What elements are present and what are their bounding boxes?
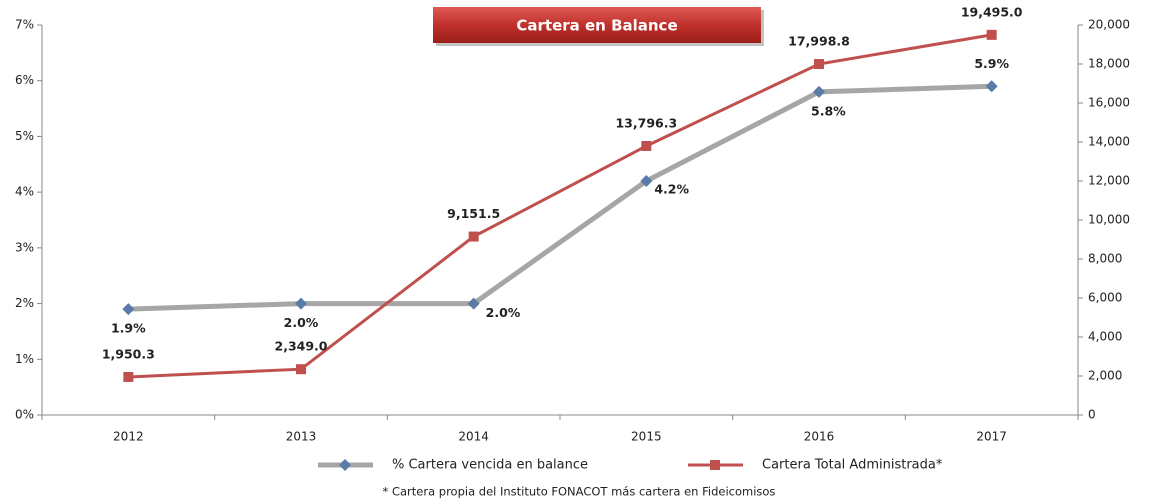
y2-tick-label: 18,000 (1088, 57, 1130, 71)
series-line (128, 33, 992, 379)
x-tick-label: 2014 (458, 430, 489, 444)
data-label: 4.2% (654, 182, 689, 197)
point (813, 85, 825, 98)
chart-title: Cartera en Balance (516, 17, 677, 35)
y2-tick-label: 12,000 (1088, 174, 1130, 188)
y2-tick-label: 4,000 (1088, 330, 1122, 344)
point (641, 140, 652, 151)
point (986, 29, 997, 40)
data-label: 13,796.3 (615, 115, 677, 130)
y-tick-label: 6% (15, 73, 34, 87)
x-tick-label: 2017 (976, 430, 1007, 444)
legend-marker (710, 460, 720, 470)
y2-tick-label: 2,000 (1088, 369, 1122, 383)
data-label: 2,349.0 (275, 339, 328, 354)
y-tick-label: 5% (15, 129, 34, 143)
y-tick-label: 7% (15, 18, 34, 32)
data-label: 5.8% (811, 103, 846, 118)
data-label: 2.0% (486, 305, 521, 320)
y2-tick-label: 0 (1088, 408, 1096, 422)
x-tick-label: 2016 (804, 430, 835, 444)
y2-tick-label: 8,000 (1088, 252, 1122, 266)
data-label: 5.9% (974, 56, 1009, 71)
legend-marker (339, 459, 351, 471)
data-label: 2.0% (284, 315, 319, 330)
point (468, 231, 479, 242)
y2-tick-label: 20,000 (1088, 18, 1130, 32)
point (640, 175, 653, 187)
x-tick-label: 2012 (113, 430, 144, 444)
point (122, 303, 135, 316)
point (985, 80, 998, 93)
point (296, 364, 306, 375)
y-tick-label: 3% (15, 240, 34, 254)
point (123, 371, 134, 382)
data-label: 1.9% (111, 321, 146, 336)
data-label: 19,495.0 (961, 4, 1023, 19)
y2-tick-label: 14,000 (1088, 135, 1130, 149)
point (295, 297, 307, 310)
title-box (433, 7, 761, 43)
legend-label: Cartera Total Administrada* (762, 458, 943, 473)
y-tick-label: 2% (15, 296, 34, 310)
y2-tick-label: 10,000 (1088, 213, 1130, 227)
y2-tick-label: 16,000 (1088, 96, 1130, 110)
point (814, 59, 824, 70)
y-tick-label: 0% (15, 408, 34, 422)
y-tick-label: 1% (15, 352, 34, 366)
data-label: 1,950.3 (102, 346, 155, 361)
x-tick-label: 2015 (631, 430, 662, 444)
data-label: 17,998.8 (788, 34, 850, 49)
series-line (128, 83, 992, 312)
footnote: * Cartera propia del Instituto FONACOT m… (383, 485, 776, 499)
point (467, 297, 480, 310)
legend-label: % Cartera vencida en balance (392, 458, 588, 473)
y2-tick-label: 6,000 (1088, 291, 1122, 305)
x-tick-label: 2013 (286, 430, 317, 444)
y-tick-label: 4% (15, 185, 34, 199)
data-label: 9,151.5 (447, 206, 500, 221)
